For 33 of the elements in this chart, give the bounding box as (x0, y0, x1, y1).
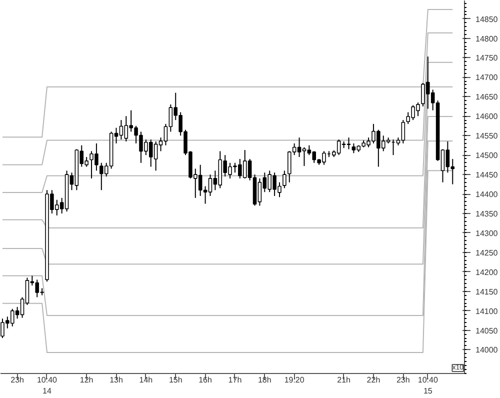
x-tick-label: 19:20 (284, 376, 305, 384)
y-tick-label: 14400 (476, 190, 498, 200)
y-tick-label: 14600 (476, 112, 498, 122)
y-tick-label: 14050 (476, 326, 498, 336)
y-tick-label: 14850 (476, 14, 498, 24)
candlestick (282, 170, 286, 189)
y-tick-label: 14800 (476, 34, 498, 44)
y-tick-label: 14500 (476, 151, 498, 160)
y-tick-label: 14150 (476, 287, 498, 296)
x-tick-label: 21h (337, 376, 350, 384)
y-tick-label: 14350 (476, 209, 498, 218)
x-tick-label: 12h (80, 376, 94, 384)
x-tick-label: 13h (110, 376, 123, 384)
y-tick-label: 14750 (476, 54, 498, 63)
x-tick-label: 15h (168, 376, 182, 384)
y-tick-label: 14450 (476, 170, 498, 180)
y-tick-label: 14300 (476, 228, 498, 238)
x-tick-label: 17h (228, 376, 242, 384)
x-tick-label: 22h (366, 376, 380, 384)
y-tick-label: 14650 (476, 92, 498, 102)
y-tick-label: 14700 (476, 73, 498, 82)
x-tick-label: 23h (396, 376, 410, 384)
y-tick-label: 14250 (476, 248, 498, 258)
y-tick-label: 14550 (476, 132, 498, 141)
x-tick-label: 23h (10, 376, 24, 384)
x-tick-label: 10:40 15 (418, 376, 438, 396)
y-tick-label: 14100 (476, 306, 498, 316)
x-tick-label: 18h (258, 376, 272, 384)
x-tick-label: 10:40 14 (36, 376, 58, 396)
y-tick-label: 14000 (476, 346, 498, 355)
y-tick-label: 14200 (476, 268, 498, 277)
x-tick-label: 14h (139, 376, 153, 384)
x-tick-label: 16h (198, 376, 212, 384)
